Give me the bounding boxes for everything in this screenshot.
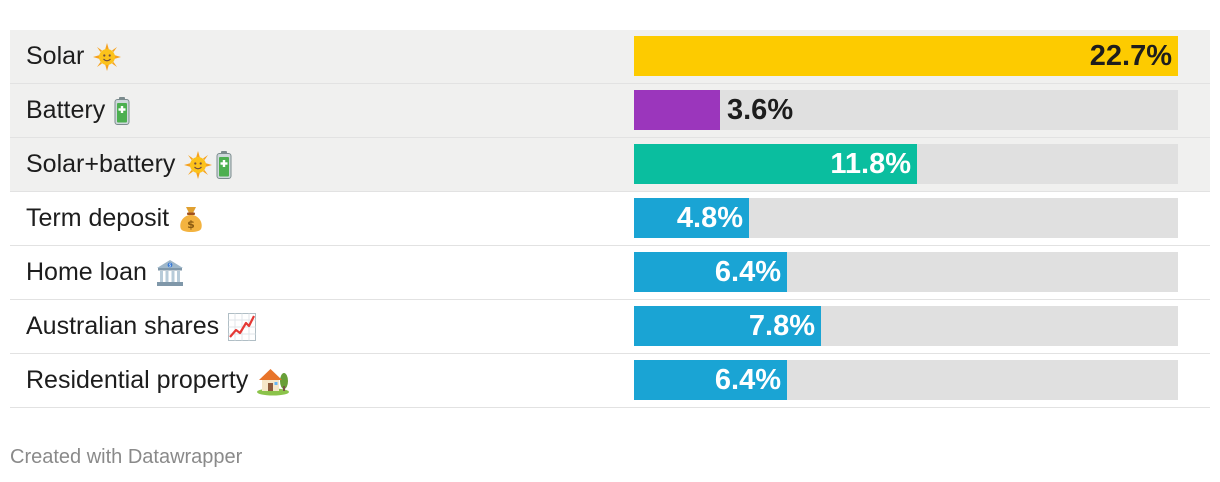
category-icons [113, 96, 131, 126]
bar-row: Australian shares 7.8% [10, 300, 1210, 354]
category-label: Battery [26, 96, 106, 124]
battery-icon [113, 96, 131, 126]
category-icons [183, 150, 233, 180]
bar-chart: Solar 22.7% Battery 3.6% Solar+battery 11.8% T… [10, 30, 1210, 408]
value-label: 3.6% [727, 94, 794, 126]
credit-footer[interactable]: Created with Datawrapper [10, 446, 243, 468]
category-label-group: Residential property [26, 354, 290, 407]
sun-icon [183, 150, 213, 180]
bar [634, 306, 821, 346]
bar-row: Solar 22.7% [10, 30, 1210, 84]
category-icons: $ [177, 204, 205, 234]
category-label-group: Australian shares [26, 300, 257, 353]
bar [634, 252, 787, 292]
category-icons [256, 366, 290, 396]
sun-icon [92, 42, 122, 72]
bar-row: Term deposit $4.8% [10, 192, 1210, 246]
bar-track: 22.7% [634, 36, 1178, 76]
value-label: 11.8% [830, 148, 911, 180]
money-bag-icon: $ [177, 204, 205, 234]
bar-row: Residential property 6.4% [10, 354, 1210, 408]
bar-track: 11.8% [634, 144, 1178, 184]
bar-track: 3.6% [634, 90, 1178, 130]
bar [634, 144, 917, 184]
category-label-group: Solar [26, 30, 122, 83]
bar-row: Solar+battery 11.8% [10, 138, 1210, 192]
category-label: Solar [26, 42, 85, 70]
category-icons [227, 312, 257, 342]
category-icons [92, 42, 122, 72]
category-label: Term deposit [26, 204, 170, 232]
bar [634, 90, 720, 130]
bank-icon: $ [155, 258, 185, 288]
battery-icon [215, 150, 233, 180]
bar-row: Battery 3.6% [10, 84, 1210, 138]
category-label-group: Term deposit $ [26, 192, 205, 245]
bar [634, 360, 787, 400]
svg-text:$: $ [169, 262, 172, 267]
bar-row: Home loan $6.4% [10, 246, 1210, 300]
value-label: 22.7% [1089, 40, 1172, 72]
svg-text:$: $ [187, 218, 195, 231]
value-label: 6.4% [714, 256, 781, 288]
house-icon [256, 366, 290, 396]
bar [634, 36, 1178, 76]
value-label: 6.4% [714, 364, 781, 396]
category-label: Residential property [26, 366, 249, 394]
bar-track: 6.4% [634, 252, 1178, 292]
bar-track: 7.8% [634, 306, 1178, 346]
bar-track: 4.8% [634, 198, 1178, 238]
category-icons: $ [155, 258, 185, 288]
category-label: Home loan [26, 258, 147, 286]
bar-track: 6.4% [634, 360, 1178, 400]
category-label-group: Battery [26, 84, 131, 137]
category-label: Solar+battery [26, 150, 176, 178]
category-label-group: Home loan $ [26, 246, 185, 299]
category-label-group: Solar+battery [26, 138, 233, 191]
value-label: 4.8% [676, 202, 743, 234]
bar [634, 198, 749, 238]
value-label: 7.8% [748, 310, 815, 342]
chart-increasing-icon [227, 312, 257, 342]
category-label: Australian shares [26, 312, 220, 340]
